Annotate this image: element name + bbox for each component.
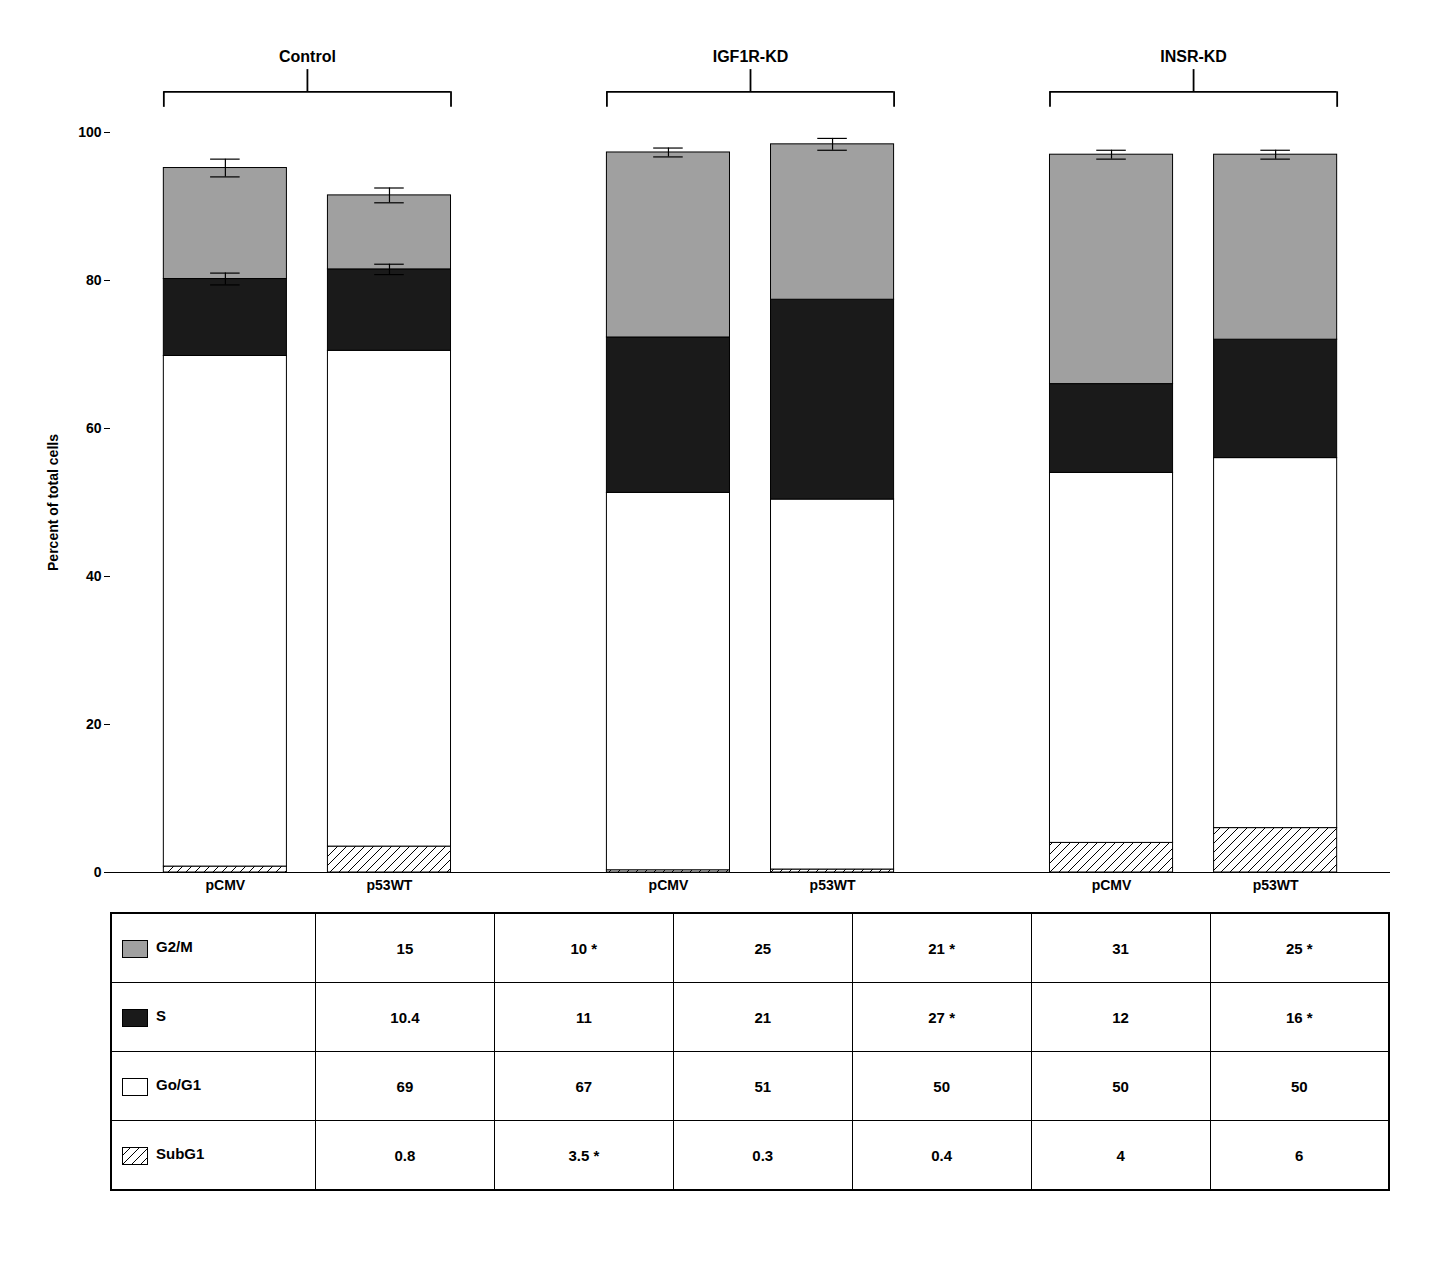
html-text:31: 31 xyxy=(1112,939,1129,957)
html-text:0.8: 0.8 xyxy=(394,1146,416,1164)
svg-text:p53WT: p53WT xyxy=(1253,877,1299,893)
html-text:50: 50 xyxy=(1290,1077,1308,1095)
html-text:G2/M: G2/M xyxy=(156,938,193,956)
svg-text:Control: Control xyxy=(279,48,336,65)
html-text:6: 6 xyxy=(1295,1146,1304,1164)
html-text:10.4: 10.4 xyxy=(390,1008,420,1026)
html-text:15: 15 xyxy=(396,939,414,957)
svg-text:INSR-KD: INSR-KD xyxy=(1160,48,1227,65)
svg-text:pCMV: pCMV xyxy=(206,877,246,893)
html-text:21: 21 xyxy=(754,1008,772,1026)
svg-text:p53WT: p53WT xyxy=(810,877,856,893)
html-text:67: 67 xyxy=(575,1077,593,1095)
html-text:21 *: 21 * xyxy=(928,939,955,957)
html-text:11: 11 xyxy=(575,1008,592,1026)
html-text:69: 69 xyxy=(396,1077,414,1095)
svg-text:Percent of total cells: Percent of total cells xyxy=(45,434,61,571)
svg-text:80: 80 xyxy=(86,272,102,288)
html-text:S: S xyxy=(156,1007,166,1025)
html-text:50: 50 xyxy=(933,1077,950,1095)
html-text:16 *: 16 * xyxy=(1285,1008,1313,1026)
html-text:10 *: 10 * xyxy=(570,939,598,957)
html-text:27 *: 27 * xyxy=(928,1008,955,1026)
html-text:3.5 *: 3.5 * xyxy=(568,1146,600,1164)
html-text:25: 25 xyxy=(754,939,772,957)
svg-text:20: 20 xyxy=(86,716,102,732)
html-text:51: 51 xyxy=(754,1077,772,1095)
svg-text:IGF1R-KD: IGF1R-KD xyxy=(713,48,789,65)
svg-text:40: 40 xyxy=(86,568,102,584)
html-text:0.3: 0.3 xyxy=(752,1146,774,1164)
svg-text:pCMV: pCMV xyxy=(649,877,689,893)
svg-text:60: 60 xyxy=(86,420,102,436)
html-text:4: 4 xyxy=(1116,1146,1125,1164)
html-text:0.4: 0.4 xyxy=(931,1146,953,1164)
html-text:25 *: 25 * xyxy=(1285,939,1313,957)
svg-text:0: 0 xyxy=(94,864,102,880)
html-text:50: 50 xyxy=(1112,1077,1129,1095)
svg-text:pCMV: pCMV xyxy=(1092,877,1132,893)
html-text:SubG1: SubG1 xyxy=(156,1145,205,1163)
svg-text:100: 100 xyxy=(78,124,102,140)
svg-text:p53WT: p53WT xyxy=(367,877,413,893)
html-text:Go/G1: Go/G1 xyxy=(156,1076,201,1094)
html-text:12: 12 xyxy=(1112,1008,1129,1026)
